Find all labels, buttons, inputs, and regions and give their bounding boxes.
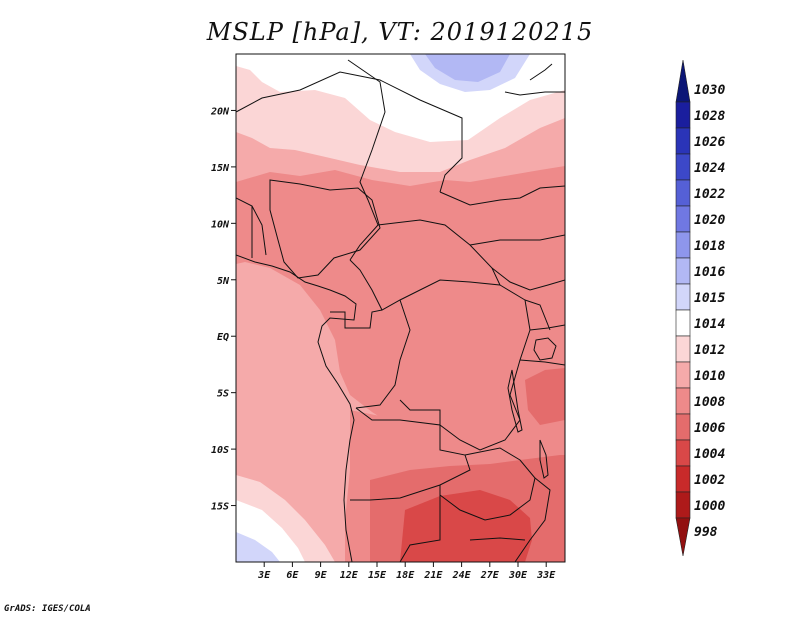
border-sudan xyxy=(439,185,565,246)
lon-tick-label: 12E xyxy=(340,570,359,581)
colorbar-label: 1008 xyxy=(694,395,725,410)
lon-tick-label: 30E xyxy=(508,570,528,581)
colorbar-label: 1012 xyxy=(694,343,725,358)
lon-tick-label: 3E xyxy=(257,570,271,581)
lon-tick-label: 15E xyxy=(368,570,387,581)
border-niger-chad xyxy=(347,59,386,261)
colorbar-swatch xyxy=(675,517,691,557)
colorbar-swatch xyxy=(675,413,691,441)
lat-tick-label: 5S xyxy=(217,389,229,400)
colorbar-swatch xyxy=(675,257,691,285)
colorbar-label: 1000 xyxy=(694,499,725,514)
border-congo-drc xyxy=(330,299,411,409)
lat-tick-label: 15N xyxy=(211,163,230,174)
colorbar-swatch xyxy=(675,439,691,467)
colorbar-label: 1018 xyxy=(694,239,725,254)
colorbar-swatch xyxy=(675,387,691,415)
lake-victoria xyxy=(533,337,557,361)
border-west-states xyxy=(236,197,267,258)
colorbar: 1030 1028 1026 1024 1022 1020 1018 1016 1015 1014… xyxy=(675,59,725,557)
colorbar-label: 1002 xyxy=(694,473,725,488)
colorbar-swatch xyxy=(675,179,691,207)
colorbar-swatch xyxy=(675,335,691,363)
lake-tanganyika xyxy=(507,369,523,433)
lat-tick-label: 5N xyxy=(217,276,230,287)
colorbar-swatch xyxy=(675,491,691,519)
field-1016-north xyxy=(425,54,510,82)
border-east-africa xyxy=(519,299,565,366)
lon-tick-label: 9E xyxy=(315,570,328,581)
colorbar-label: 1010 xyxy=(694,369,725,384)
colorbar-label: 1015 xyxy=(694,291,725,306)
map-title: MSLP [hPa], VT: 2019120215 xyxy=(206,18,594,46)
colorbar-swatch xyxy=(675,309,691,337)
lon-tick-label: 21E xyxy=(423,570,443,581)
colorbar-swatch xyxy=(675,59,691,103)
field-1016-southwest xyxy=(236,532,280,562)
colorbar-label: 1014 xyxy=(694,317,725,332)
colorbar-label: 1020 xyxy=(694,213,725,228)
border-sahara-north xyxy=(236,71,463,193)
colorbar-label: 1004 xyxy=(694,447,725,462)
map-frame xyxy=(235,53,566,563)
lon-ticks: 3E 6E 9E 12E 15E 18E 21E 24E 27E 30E 33E xyxy=(257,562,556,581)
colorbar-swatch xyxy=(675,465,691,493)
colorbar-label: 998 xyxy=(694,525,718,540)
colorbar-swatch xyxy=(675,283,691,311)
field-1008-east xyxy=(525,368,565,425)
pressure-field xyxy=(236,54,565,562)
colorbar-label: 1026 xyxy=(694,135,725,150)
lat-tick-label: 15S xyxy=(211,502,229,513)
field-1008-central xyxy=(236,166,565,455)
border-mozambique xyxy=(469,477,551,562)
colorbar-label: 1024 xyxy=(694,161,725,176)
colorbar-label: 1016 xyxy=(694,265,725,280)
colorbar-swatch xyxy=(675,153,691,181)
lat-tick-label: 20N xyxy=(210,106,230,117)
lat-tick-label: 10N xyxy=(211,219,230,230)
colorbar-label: 1006 xyxy=(694,421,725,436)
lon-tick-label: 18E xyxy=(396,570,415,581)
colorbar-swatch xyxy=(675,361,691,389)
lat-ticks: 20N 15N 10N 5N EQ 5S 10S 15S xyxy=(210,106,236,513)
lon-tick-label: 6E xyxy=(286,570,299,581)
border-car xyxy=(349,219,501,311)
lon-tick-label: 33E xyxy=(536,570,556,581)
colorbar-label: 1030 xyxy=(694,83,725,98)
lon-tick-label: 24E xyxy=(452,570,472,581)
colorbar-label: 1022 xyxy=(694,187,725,202)
border-south-sudan-ethiopia xyxy=(491,267,565,291)
borders xyxy=(236,59,565,562)
border-zambia-zimbabwe xyxy=(399,447,536,562)
colorbar-swatch xyxy=(675,205,691,233)
grads-credit: GrADS: IGES/COLA xyxy=(4,604,91,614)
colorbar-label: 1028 xyxy=(694,109,725,124)
colorbar-swatch xyxy=(675,231,691,259)
border-nigeria xyxy=(269,179,381,279)
red-sea-coast xyxy=(504,63,565,96)
field-1004-south xyxy=(400,490,532,562)
lat-tick-label: 10S xyxy=(211,445,229,456)
lake-malawi xyxy=(539,439,549,479)
lon-tick-label: 27E xyxy=(480,570,500,581)
colorbar-swatch xyxy=(675,101,691,129)
lat-tick-label: EQ xyxy=(217,332,229,343)
colorbar-swatch xyxy=(675,127,691,155)
